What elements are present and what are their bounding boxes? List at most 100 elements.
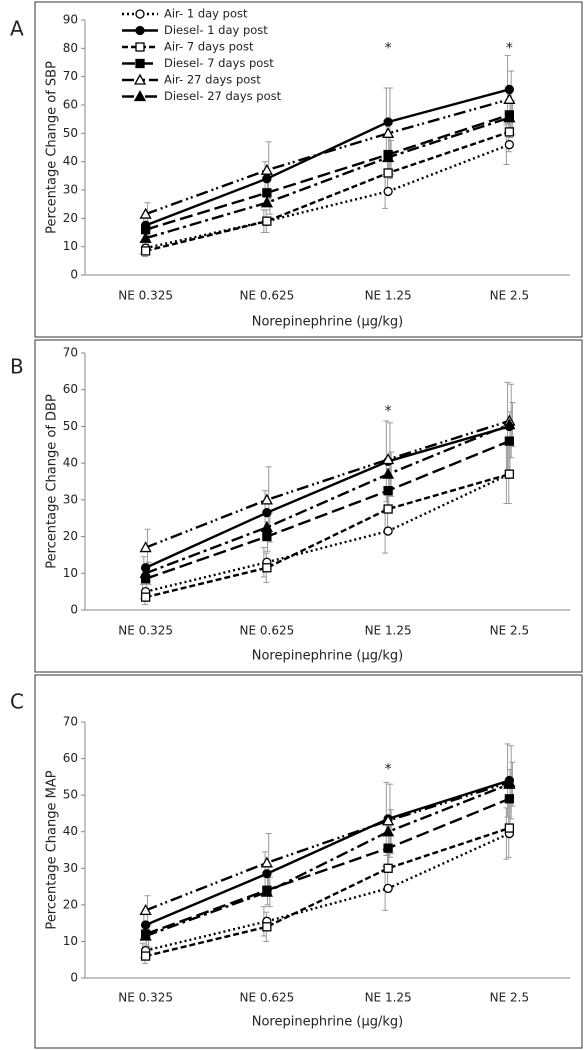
x-tick-label: NE 1.25 xyxy=(365,624,412,638)
marker xyxy=(383,843,393,853)
annotation: * xyxy=(385,762,392,778)
y-tick-label: 30 xyxy=(63,492,78,506)
marker xyxy=(135,9,145,19)
annotation: * xyxy=(506,40,513,56)
marker xyxy=(383,486,393,496)
panel: C 0 10 20 30 40 50 60 70 NE 0.325 NE 0.625 NE 1.25 N… xyxy=(10,674,583,1049)
panel-label: B xyxy=(10,355,24,379)
x-tick-label: NE 2.5 xyxy=(490,624,529,638)
y-tick-label: 70 xyxy=(63,346,78,360)
marker xyxy=(260,196,273,208)
y-axis-label: Percentage Change MAP xyxy=(45,770,60,929)
y-tick-label: 70 xyxy=(63,69,78,83)
marker xyxy=(262,188,272,198)
y-tick-label: 70 xyxy=(63,715,78,729)
y-tick-label: 20 xyxy=(63,897,78,911)
x-axis-label: Norepinephrine (µg/kg) xyxy=(252,649,403,664)
marker xyxy=(504,823,515,833)
x-tick-label: NE 1.25 xyxy=(365,289,412,303)
legend-label: Air- 7 days post xyxy=(164,40,254,54)
series-line xyxy=(145,826,510,958)
marker xyxy=(503,92,516,104)
y-tick-label: 20 xyxy=(63,529,78,543)
marker xyxy=(382,151,395,163)
x-tick-label: NE 0.625 xyxy=(240,624,295,638)
y-tick-label: 40 xyxy=(63,456,78,470)
marker xyxy=(382,126,395,138)
series-line xyxy=(145,781,510,912)
annotation: * xyxy=(385,40,392,56)
series-line xyxy=(145,425,510,569)
series-line xyxy=(145,473,510,599)
marker xyxy=(383,168,393,178)
panel-label: A xyxy=(10,17,24,41)
y-axis-label: Percentage Change of DBP xyxy=(45,394,60,569)
x-tick-label: NE 2.5 xyxy=(490,289,529,303)
marker xyxy=(139,566,152,578)
marker xyxy=(139,904,152,915)
series-line xyxy=(145,779,510,927)
marker xyxy=(504,127,515,137)
marker xyxy=(504,469,515,479)
marker xyxy=(382,814,395,826)
series-line xyxy=(145,116,510,240)
y-tick-label: 90 xyxy=(63,13,78,27)
marker xyxy=(504,794,515,804)
series-line xyxy=(145,440,510,580)
legend-label: Diesel- 7 days post xyxy=(164,56,274,70)
marker xyxy=(260,521,273,533)
marker xyxy=(139,541,152,553)
y-tick-label: 10 xyxy=(63,239,78,253)
y-tick-label: 80 xyxy=(63,41,78,55)
legend-label: Diesel- 27 days post xyxy=(164,89,282,103)
series-line xyxy=(145,143,510,250)
marker xyxy=(139,929,152,941)
marker xyxy=(135,42,145,52)
panel-frame xyxy=(34,674,583,1049)
marker xyxy=(503,777,516,789)
marker xyxy=(262,922,272,932)
x-tick-label: NE 0.325 xyxy=(118,991,173,1005)
marker xyxy=(133,90,147,102)
y-axis-label: Percentage Change of SBP xyxy=(45,61,60,234)
marker xyxy=(133,73,147,85)
marker xyxy=(140,951,151,961)
marker xyxy=(504,140,515,150)
x-tick-label: NE 1.25 xyxy=(365,991,412,1005)
series-line xyxy=(145,419,510,549)
series-line xyxy=(145,797,510,936)
y-tick-label: 50 xyxy=(63,419,78,433)
y-tick-label: 60 xyxy=(63,382,78,396)
annotation: * xyxy=(385,404,392,420)
x-axis-label: Norepinephrine (µg/kg) xyxy=(252,315,403,330)
y-tick-label: 30 xyxy=(63,861,78,875)
y-tick-label: 10 xyxy=(63,934,78,948)
marker xyxy=(140,246,151,256)
series-line xyxy=(145,832,510,952)
marker xyxy=(262,174,272,184)
marker xyxy=(135,25,145,36)
marker xyxy=(262,531,272,542)
panel-frame xyxy=(34,1,583,338)
marker xyxy=(139,231,152,243)
marker xyxy=(262,869,272,879)
marker xyxy=(382,825,395,837)
y-tick-label: 40 xyxy=(63,154,78,168)
legend-label: Air- 1 day post xyxy=(164,7,248,21)
panel-label: C xyxy=(10,690,24,714)
x-axis-label: Norepinephrine (µg/kg) xyxy=(252,1015,403,1030)
x-tick-label: NE 0.625 xyxy=(240,289,295,303)
marker xyxy=(383,117,393,127)
series-line xyxy=(145,113,510,231)
marker xyxy=(262,216,272,226)
panel: A 0 10 20 30 40 50 60 70 80 90 NE 0.325 NE 0.625 NE 1… xyxy=(10,1,583,338)
panel-frame xyxy=(34,339,583,673)
series-line xyxy=(145,423,510,575)
y-tick-label: 30 xyxy=(63,183,78,197)
series-line xyxy=(145,98,510,216)
y-tick-label: 50 xyxy=(63,788,78,802)
marker xyxy=(139,207,152,219)
x-tick-label: NE 0.625 xyxy=(240,991,295,1005)
